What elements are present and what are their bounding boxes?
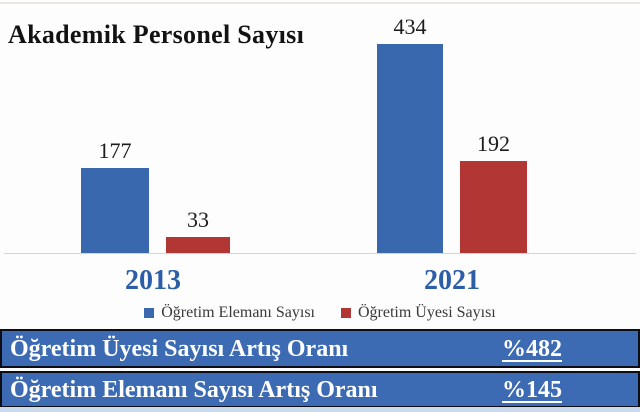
summary-row-value: %145 xyxy=(502,376,562,403)
top-divider-line xyxy=(0,2,640,4)
plot-area: 177 33 434 192 xyxy=(4,14,636,254)
summary-banners: Öğretim Üyesi Sayısı Artış Oranı %482 Öğ… xyxy=(0,329,640,408)
chart-title: Akademik Personel Sayısı xyxy=(8,20,305,49)
bar-value-label-2021-series-0: 434 xyxy=(393,14,427,39)
legend-label: Öğretim Elemanı Sayısı xyxy=(161,304,315,321)
summary-row-value: %482 xyxy=(502,335,562,362)
chart-legend: Öğretim Elemanı Sayısı Öğretim Üyesi Say… xyxy=(0,304,640,322)
legend-item-elemani: Öğretim Elemanı Sayısı xyxy=(144,304,315,322)
summary-row-label: Öğretim Üyesi Sayısı Artış Oranı xyxy=(10,335,349,362)
legend-swatch-blue-icon xyxy=(144,308,155,318)
bar-value-label-2013-series-0: 177 xyxy=(98,138,132,163)
x-axis-line xyxy=(4,253,636,254)
bar-value-label-2013-series-1: 33 xyxy=(187,207,209,232)
category-label-2021: 2021 xyxy=(424,265,480,296)
legend-item-uyesi: Öğretim Üyesi Sayısı xyxy=(340,304,496,322)
summary-row-uyesi-artis: Öğretim Üyesi Sayısı Artış Oranı %482 xyxy=(0,329,640,368)
summary-row-elemani-artis: Öğretim Elemanı Sayısı Artış Oranı %145 xyxy=(0,371,640,408)
summary-row-label: Öğretim Elemanı Sayısı Artış Oranı xyxy=(10,376,378,403)
bottom-divider-line xyxy=(0,407,640,412)
bar-2013-series-0 xyxy=(81,168,149,253)
bar-2021-series-0 xyxy=(377,44,443,253)
bar-value-label-2021-series-1: 192 xyxy=(477,131,510,156)
bar-2021-series-1 xyxy=(460,161,527,253)
legend-swatch-red-icon xyxy=(340,308,351,318)
category-label-2013: 2013 xyxy=(125,265,181,296)
bar-2013-series-1 xyxy=(166,237,230,253)
legend-label: Öğretim Üyesi Sayısı xyxy=(357,304,496,321)
